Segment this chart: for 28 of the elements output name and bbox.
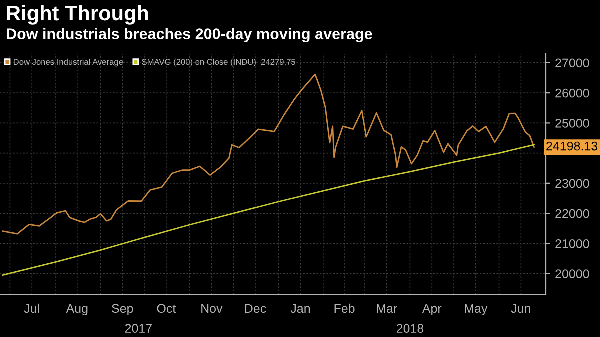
x-tick-label: Sep [112, 304, 134, 316]
y-tick-label: 23000 [556, 179, 590, 188]
y-tick-label: 27000 [556, 58, 590, 68]
y-tick-label: 22000 [556, 209, 590, 218]
line-series [2, 74, 536, 235]
x-tick-label: Jan [290, 304, 310, 314]
legend-label: SMAVG (200) on Close (INDU) 24279.75 [142, 58, 296, 67]
x-tick-label: Mar [377, 304, 398, 314]
x-tick-label: Aug [66, 304, 88, 316]
x2-tick-label: 2018 [396, 324, 424, 334]
y-tick-label: 21000 [556, 239, 590, 248]
x-tick-label: Jul [24, 304, 40, 314]
x-tick-label: Jun [511, 304, 530, 314]
line-series [2, 144, 536, 276]
x-tick-label: Oct [157, 304, 176, 314]
x2-tick-label: 2017 [125, 324, 152, 334]
chart-title: Right Through [7, 5, 148, 25]
y-tick-label: 25000 [556, 118, 590, 128]
y-tick-label: 20000 [556, 270, 590, 278]
chart-subtitle: Dow industrials breaches 200-day moving average [7, 28, 372, 43]
legend-label: Dow Jones Industrial Average [14, 58, 124, 67]
x-tick-label: Dec [245, 304, 266, 314]
annotation: 24198.13 [546, 142, 598, 151]
x-tick-label: Feb [334, 304, 355, 314]
x-tick-label: May [465, 304, 488, 316]
x-tick-label: Apr [422, 304, 442, 316]
y-tick-label: 26000 [556, 88, 590, 98]
x-tick-label: Nov [202, 304, 223, 314]
